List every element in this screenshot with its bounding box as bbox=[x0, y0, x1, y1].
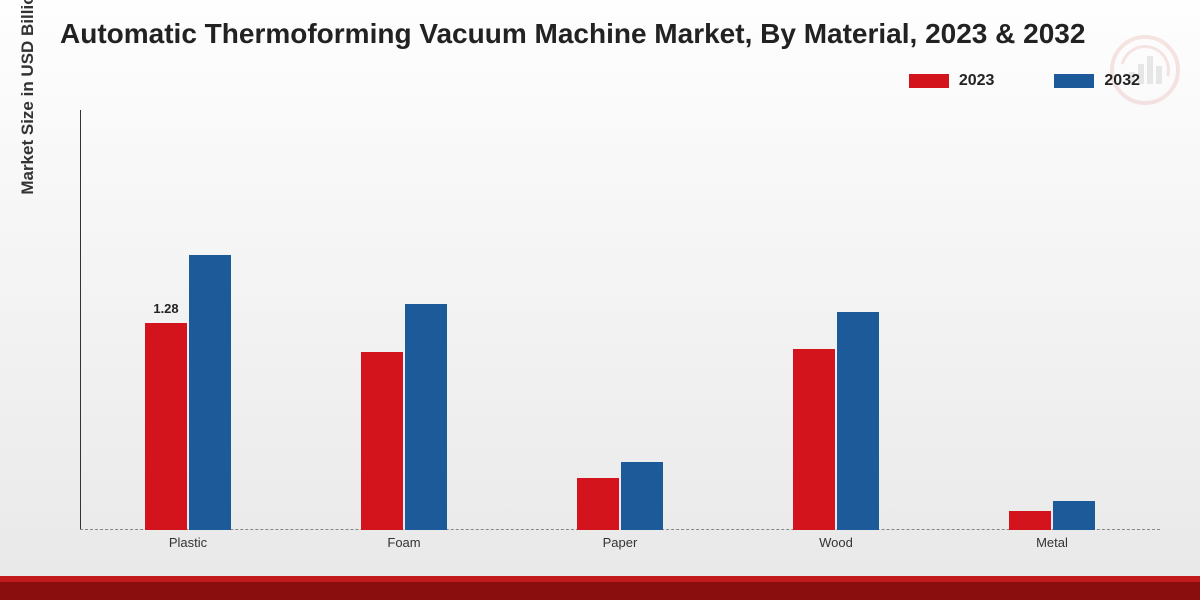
legend-swatch-2023 bbox=[909, 74, 949, 88]
bar-group-metal bbox=[1009, 110, 1095, 530]
bar-group-wood bbox=[793, 110, 879, 530]
x-label-plastic: Plastic bbox=[143, 535, 233, 550]
footer-bar bbox=[0, 582, 1200, 600]
legend-swatch-2032 bbox=[1054, 74, 1094, 88]
x-label-paper: Paper bbox=[575, 535, 665, 550]
chart-area: 1.28 bbox=[80, 110, 1160, 530]
bar-foam-2032 bbox=[405, 304, 447, 530]
bar-metal-2023 bbox=[1009, 511, 1051, 530]
x-label-metal: Metal bbox=[1007, 535, 1097, 550]
bar-group-plastic: 1.28 bbox=[145, 110, 231, 530]
bar-wood-2023 bbox=[793, 349, 835, 530]
x-label-foam: Foam bbox=[359, 535, 449, 550]
legend-item-2023: 2023 bbox=[909, 72, 995, 90]
bar-group-paper bbox=[577, 110, 663, 530]
watermark-logo bbox=[1110, 35, 1180, 105]
legend-label-2023: 2023 bbox=[959, 72, 995, 90]
chart-title: Automatic Thermoforming Vacuum Machine M… bbox=[60, 18, 1085, 50]
bar-value-label: 1.28 bbox=[153, 301, 178, 316]
legend-item-2032: 2032 bbox=[1054, 72, 1140, 90]
bar-metal-2032 bbox=[1053, 501, 1095, 530]
legend-label-2032: 2032 bbox=[1104, 72, 1140, 90]
bars-container: 1.28 bbox=[80, 110, 1160, 530]
bar-paper-2032 bbox=[621, 462, 663, 530]
legend: 2023 2032 bbox=[909, 72, 1140, 90]
bar-group-foam bbox=[361, 110, 447, 530]
bar-wood-2032 bbox=[837, 312, 879, 530]
bar-plastic-2023: 1.28 bbox=[145, 323, 187, 530]
bar-foam-2023 bbox=[361, 352, 403, 530]
x-labels: Plastic Foam Paper Wood Metal bbox=[80, 535, 1160, 550]
bar-plastic-2032 bbox=[189, 255, 231, 530]
x-label-wood: Wood bbox=[791, 535, 881, 550]
bar-paper-2023 bbox=[577, 478, 619, 530]
y-axis-label: Market Size in USD Billion bbox=[18, 0, 38, 195]
